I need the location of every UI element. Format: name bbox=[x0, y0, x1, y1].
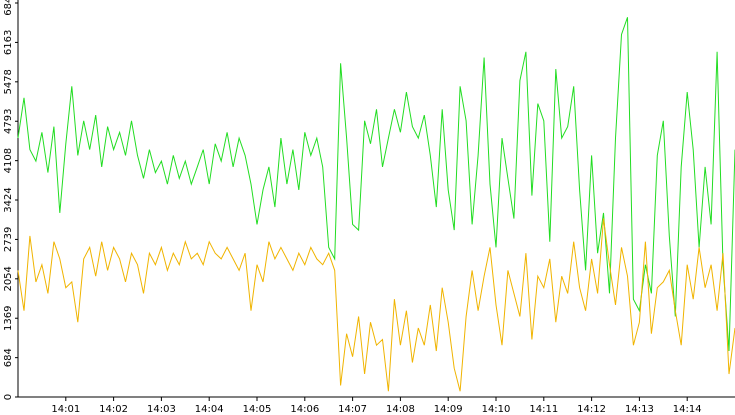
x-tick-label: 14:01 bbox=[51, 404, 80, 415]
x-tick-label: 14:04 bbox=[195, 404, 224, 415]
x-tick-label: 14:05 bbox=[243, 404, 272, 415]
y-tick-label: 0 bbox=[3, 394, 14, 400]
x-tick-label: 14:11 bbox=[529, 404, 558, 415]
y-tick-label: 684 bbox=[3, 348, 14, 367]
y-tick-label: 4793 bbox=[3, 109, 14, 134]
x-tick-label: 14:09 bbox=[434, 404, 463, 415]
x-tick-label: 14:13 bbox=[625, 404, 654, 415]
y-tick-label: 1369 bbox=[3, 306, 14, 331]
y-tick-label: 2054 bbox=[3, 266, 14, 291]
series-line bbox=[17, 218, 735, 392]
x-tick-label: 14:07 bbox=[338, 404, 367, 415]
x-tick-label: 14:12 bbox=[577, 404, 606, 415]
y-tick-label: 5478 bbox=[3, 69, 14, 94]
y-tick-label: 2739 bbox=[3, 227, 14, 252]
x-tick-label: 14:08 bbox=[386, 404, 415, 415]
x-tick-label: 14:03 bbox=[147, 404, 176, 415]
y-tick-label: 6848 bbox=[3, 0, 14, 16]
x-tick-label: 14:14 bbox=[673, 404, 702, 415]
y-tick-label: 3424 bbox=[3, 187, 14, 212]
x-tick-label: 14:10 bbox=[482, 404, 511, 415]
x-tick-label: 14:06 bbox=[290, 404, 319, 415]
series-line bbox=[17, 17, 735, 352]
y-tick-label: 6163 bbox=[3, 30, 14, 55]
y-tick-label: 4108 bbox=[3, 148, 14, 173]
x-tick-label: 14:02 bbox=[99, 404, 128, 415]
